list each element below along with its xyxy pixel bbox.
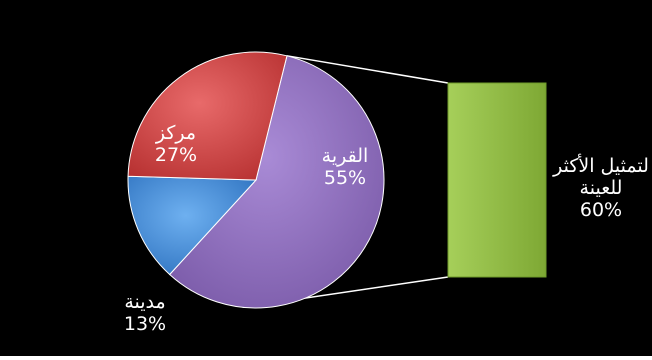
connector-line-top bbox=[286, 55, 449, 84]
pie-slice-village bbox=[168, 55, 385, 309]
bar-label-line2: للعينة bbox=[579, 177, 623, 199]
slice-label-village: القرية 55% bbox=[322, 145, 369, 189]
slice-name-village: القرية bbox=[321, 145, 369, 167]
slice-label-city: مدينة 13% bbox=[124, 291, 166, 335]
secondary-bar bbox=[447, 82, 547, 278]
bar-value: 60% bbox=[579, 199, 623, 221]
pie-slice-city bbox=[127, 175, 258, 276]
pie-slice-center bbox=[127, 51, 288, 181]
slice-name-center: مركز bbox=[155, 122, 197, 144]
bar-label: لتمثيل الأكثر للعينة 60% bbox=[553, 155, 649, 221]
slice-value-city: 13% bbox=[123, 313, 167, 335]
slice-label-center: مركز 27% bbox=[155, 122, 197, 166]
slice-name-city: مدينة bbox=[124, 291, 166, 313]
bar-label-line1: لتمثيل الأكثر bbox=[553, 155, 649, 177]
slice-value-center: 27% bbox=[154, 144, 198, 166]
slice-value-village: 55% bbox=[323, 167, 367, 189]
